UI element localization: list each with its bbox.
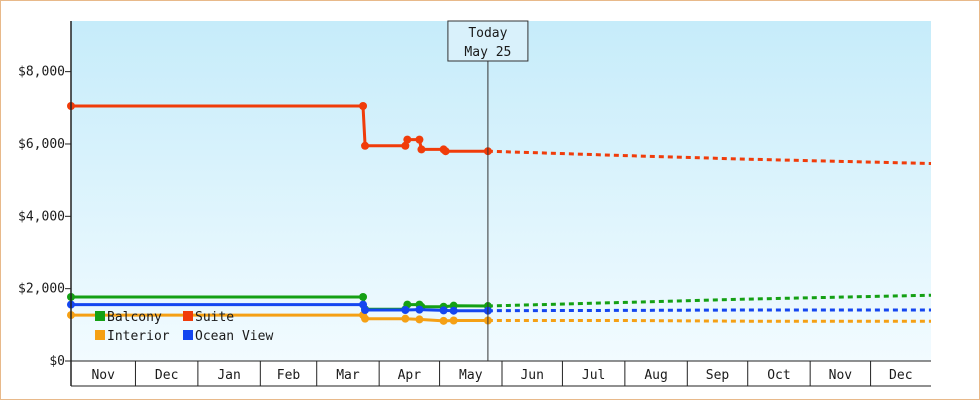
series-forecast-line	[487, 308, 931, 313]
y-tick-label: $6,000	[18, 137, 65, 152]
data-point	[403, 135, 412, 144]
data-point	[449, 316, 458, 325]
legend-label: Ocean View	[195, 329, 273, 344]
data-point	[361, 306, 370, 314]
y-tick-label: $8,000	[18, 65, 65, 80]
series-forecast-line	[487, 319, 931, 323]
axes: $0 $2,000 $4,000 $6,000 $8,000 Nov Dec Jan Feb Ma…	[18, 21, 931, 387]
month-label: Dec	[155, 368, 178, 383]
y-tick-label: $2,000	[18, 282, 65, 297]
legend-swatch	[183, 311, 193, 321]
today-date: May 25	[464, 45, 511, 60]
data-point	[359, 292, 368, 301]
legend: Balcony Suite Interior Ocean View	[95, 310, 273, 344]
today-box	[447, 20, 529, 62]
data-point	[361, 314, 370, 323]
data-point	[439, 306, 448, 315]
data-point	[401, 314, 410, 323]
month-label: Jun	[520, 368, 543, 383]
series-forecast-line	[487, 149, 932, 165]
month-label: Mar	[336, 368, 360, 383]
month-label: Nov	[91, 368, 115, 383]
month-label: Jan	[217, 368, 240, 383]
legend-label: Interior	[107, 329, 170, 344]
month-label: Oct	[767, 368, 790, 383]
data-point	[449, 306, 458, 315]
data-point	[417, 145, 426, 154]
month-label: Feb	[277, 368, 301, 383]
month-label: Aug	[644, 368, 667, 383]
month-label: May	[459, 368, 483, 383]
legend-label: Balcony	[107, 310, 162, 325]
month-label: Jul	[582, 368, 605, 383]
data-point	[415, 135, 424, 144]
legend-label: Suite	[195, 310, 234, 325]
series-layer	[67, 102, 932, 325]
today-marker: Today May 25	[447, 20, 529, 361]
data-point	[439, 316, 448, 325]
data-point	[441, 147, 450, 156]
legend-swatch	[183, 330, 193, 340]
legend-swatch	[95, 311, 105, 321]
data-point	[415, 305, 424, 314]
series-forecast-line	[487, 293, 932, 308]
data-point	[415, 315, 424, 324]
today-label: Today	[468, 26, 507, 41]
data-point	[401, 141, 410, 150]
data-point	[401, 306, 410, 314]
month-label: Dec	[889, 368, 912, 383]
data-point	[361, 141, 370, 150]
data-point	[359, 102, 368, 110]
y-tick-label: $0	[49, 354, 65, 369]
month-label: Nov	[829, 368, 853, 383]
y-tick-label: $4,000	[18, 209, 65, 224]
month-label: Apr	[398, 368, 422, 383]
legend-swatch	[95, 330, 105, 340]
month-label: Sep	[706, 368, 730, 383]
